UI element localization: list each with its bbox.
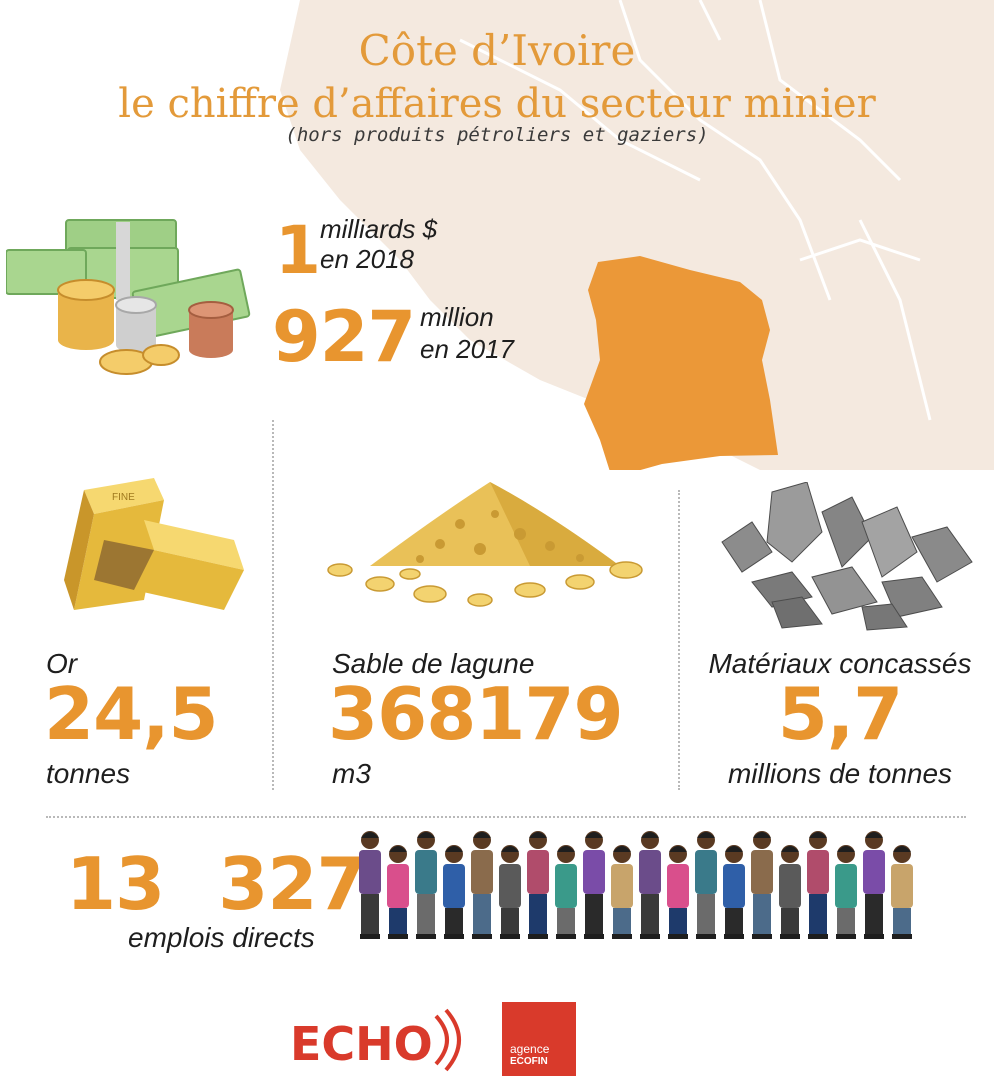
crushed-materials-value: 5,7 [777, 672, 904, 756]
svg-text:FINE: FINE [112, 492, 135, 503]
cote-divoire-shape [584, 256, 778, 470]
worker-figure [611, 845, 633, 939]
worker-figure [415, 831, 437, 939]
gold-bars-icon: FINE [64, 478, 244, 610]
echo-logo-text: ECHO [290, 1017, 433, 1071]
sand-pile-icon [327, 482, 643, 607]
sand-value: 368179 [328, 672, 624, 756]
ecofin-logo-line2: ECOFIN [510, 1056, 548, 1067]
revenue-2018-value: 1 [275, 212, 321, 289]
divider-vertical-right [678, 490, 680, 790]
ecofin-logo-line1: agence [510, 1042, 550, 1056]
worker-figure [779, 845, 801, 939]
gold-unit: tonnes [46, 758, 131, 789]
revenue-2017-unit: million [420, 302, 494, 332]
worker-figure [555, 845, 577, 939]
revenue-2018-unit: milliards $ [320, 214, 438, 244]
worker-figure [863, 831, 885, 939]
worker-figure [443, 845, 465, 939]
page-subtitle: le chiffre d’affaires du secteur minier [118, 81, 876, 127]
jobs-value: 13 327 [66, 842, 367, 926]
worker-figure [807, 831, 829, 939]
worker-figure [387, 845, 409, 939]
echo-logo: ECHO [290, 1008, 461, 1072]
worker-figure [583, 831, 605, 939]
gold-label: Or [46, 648, 78, 679]
worker-figure [359, 831, 381, 939]
sand-label: Sable de lagune [332, 648, 535, 679]
worker-figure [751, 831, 773, 939]
worker-figure [667, 845, 689, 939]
worker-figure [639, 831, 661, 939]
sand-unit: m3 [332, 758, 371, 789]
divider-vertical-left [272, 420, 274, 790]
scope-note: (hors produits pétroliers et gaziers) [285, 124, 709, 146]
worker-figure [695, 831, 717, 939]
crushed-rocks-icon [721, 482, 973, 631]
gold-value: 24,5 [44, 672, 219, 756]
worker-figure [471, 831, 493, 939]
revenue-2017-year: en 2017 [420, 334, 514, 364]
revenue-2018-year: en 2018 [320, 244, 414, 274]
jobs-label: emplois directs [128, 922, 315, 953]
map-landmass [280, 0, 994, 470]
page-title: Côte d’Ivoire [358, 26, 636, 75]
west-africa-map [280, 0, 994, 470]
crushed-materials-unit: millions de tonnes [727, 758, 953, 789]
worker-figure [723, 845, 745, 939]
divider-horizontal [46, 816, 966, 818]
revenue-2017-value: 927 [272, 296, 416, 378]
agence-ecofin-logo: agence ECOFIN [502, 1002, 576, 1076]
worker-figure [499, 845, 521, 939]
money-stack-icon [6, 219, 251, 375]
crushed-materials-label: Matériaux concassés [708, 648, 972, 679]
worker-figure [835, 845, 857, 939]
worker-figure [891, 845, 913, 939]
workers-crowd-icon [359, 831, 913, 939]
worker-figure [527, 831, 549, 939]
